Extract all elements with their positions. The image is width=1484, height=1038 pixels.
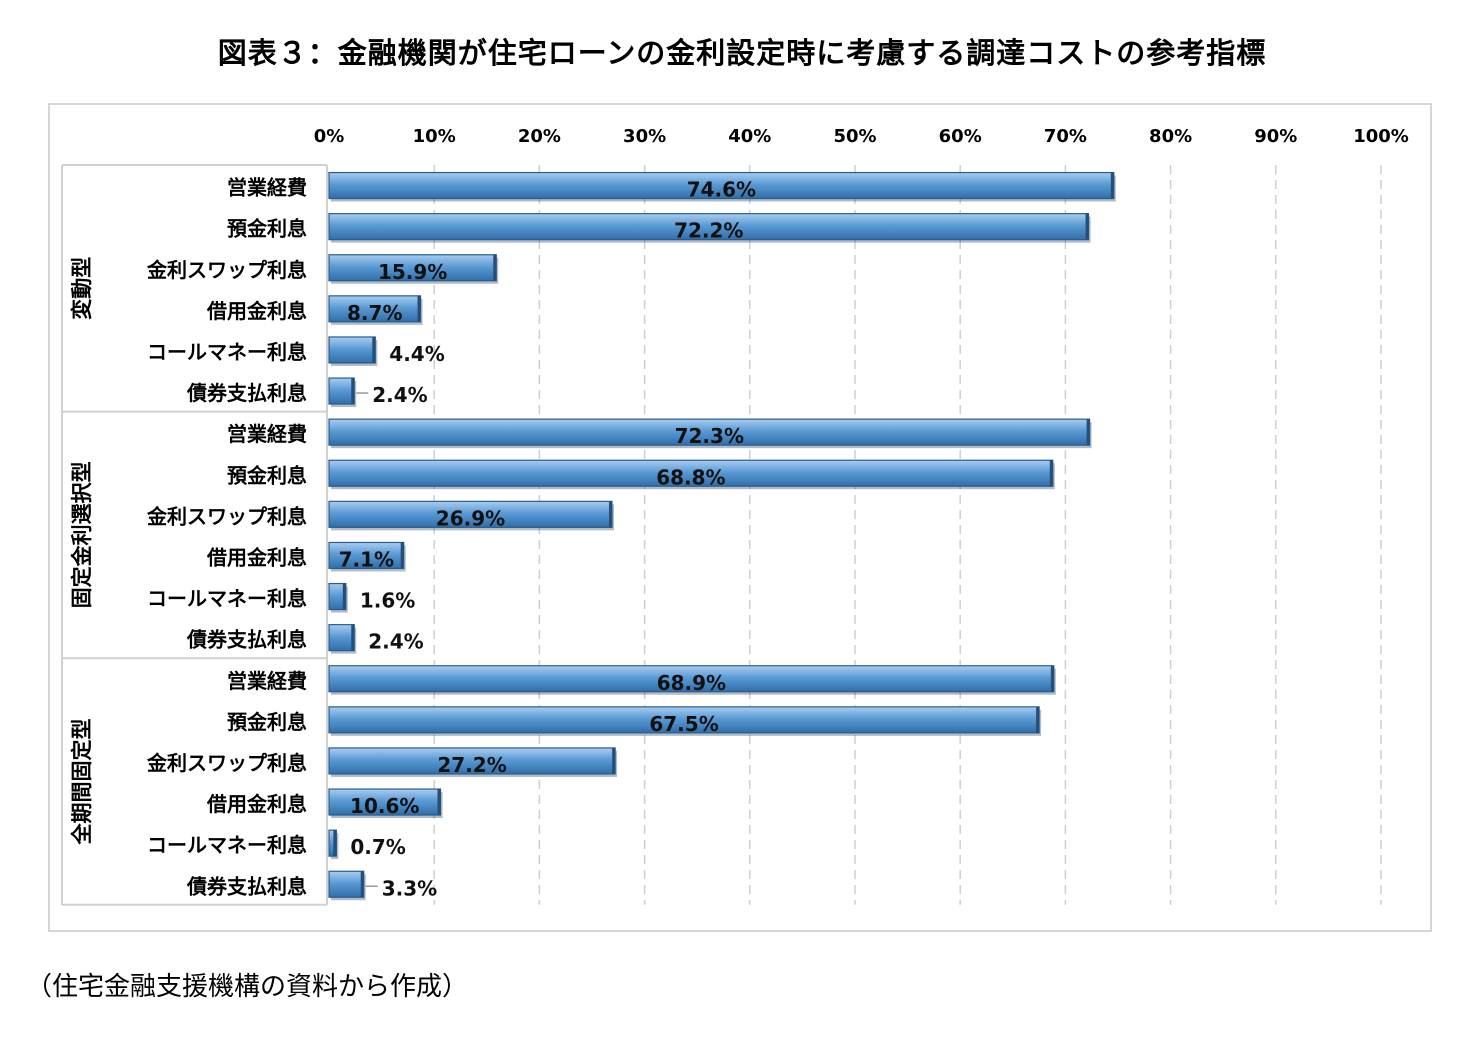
group-label: 変動型 xyxy=(70,257,94,320)
bar xyxy=(328,665,1055,693)
bar-end xyxy=(417,295,421,322)
category-label: 営業経費 xyxy=(227,176,307,200)
bar-end xyxy=(437,789,441,816)
bar-end xyxy=(493,254,497,281)
category-label: 預金利息 xyxy=(227,463,307,487)
bar-end xyxy=(342,583,346,610)
source-note: （住宅金融支援機構の資料から作成） xyxy=(26,972,469,1002)
category-label: 借用金利息 xyxy=(206,299,307,323)
bar xyxy=(328,377,355,405)
x-tick-label: 90% xyxy=(1254,126,1297,147)
group-label: 全期間固定型 xyxy=(70,719,94,846)
chart-title: 図表３：金融機関が住宅ローンの金利設定時に考慮する調達コストの参考指標 xyxy=(217,36,1267,70)
data-label: 68.8% xyxy=(656,465,725,489)
data-label: 72.2% xyxy=(674,219,743,243)
bar xyxy=(328,788,442,816)
bar xyxy=(328,706,1040,734)
bar-end xyxy=(351,624,355,651)
bar-chart: 0% 10% 20% 30% 40% 50% 60% 70% 80% 90% 100% 変動型営業経… xyxy=(61,126,1409,906)
data-label: 1.6% xyxy=(360,589,415,613)
bar-end xyxy=(1110,172,1114,199)
bar-end xyxy=(612,747,616,774)
bar-end xyxy=(1049,460,1053,487)
data-label: 74.6% xyxy=(687,178,756,202)
x-tick-label: 60% xyxy=(939,126,982,147)
data-label: 4.4% xyxy=(389,342,444,366)
bar-end xyxy=(372,336,376,363)
bar xyxy=(328,254,497,282)
data-label: 8.7% xyxy=(347,301,402,325)
x-tick-label: 40% xyxy=(728,126,771,147)
bar-end xyxy=(351,378,355,405)
bar-end xyxy=(400,542,404,569)
category-label: 預金利息 xyxy=(227,710,307,734)
category-label: 債券支払利息 xyxy=(186,381,307,405)
bar-end xyxy=(1050,665,1054,692)
bar-end xyxy=(1086,419,1090,446)
bar xyxy=(328,295,422,323)
bar xyxy=(328,171,1115,200)
data-label: 67.5% xyxy=(649,712,718,736)
data-label: 7.1% xyxy=(339,547,394,571)
category-label: 金利スワップ利息 xyxy=(146,258,307,282)
category-label: 借用金利息 xyxy=(206,545,307,569)
category-label: 借用金利息 xyxy=(206,792,307,816)
category-label: 債券支払利息 xyxy=(186,874,307,898)
category-label: 営業経費 xyxy=(227,669,307,693)
bar-end xyxy=(1085,213,1089,240)
bar xyxy=(328,418,1091,446)
bar xyxy=(328,336,376,364)
category-label: 債券支払利息 xyxy=(186,628,307,652)
bar xyxy=(328,870,365,898)
data-label: 0.7% xyxy=(350,835,405,859)
bar-end xyxy=(333,830,337,857)
x-tick-label: 100% xyxy=(1353,126,1409,147)
data-label: 26.9% xyxy=(436,506,505,530)
bar-end xyxy=(608,501,612,528)
data-label: 15.9% xyxy=(378,260,447,284)
x-tick-label: 0% xyxy=(314,126,345,147)
bar-end xyxy=(1036,706,1040,733)
chart-area: 0% 10% 20% 30% 40% 50% 60% 70% 80% 90% 100% 変動型 営業経… xyxy=(48,103,1432,932)
data-label: 3.3% xyxy=(382,876,437,900)
category-label: 金利スワップ利息 xyxy=(146,504,307,528)
data-label: 2.4% xyxy=(368,630,423,654)
bar xyxy=(328,747,616,775)
data-label: 2.4% xyxy=(372,383,427,407)
group-label: 固定金利選択型 xyxy=(70,461,94,608)
data-label: 27.2% xyxy=(437,753,506,777)
x-tick-label: 30% xyxy=(623,126,666,147)
x-tick-label: 20% xyxy=(518,126,561,147)
bar-end xyxy=(360,871,364,898)
x-tick-label: 50% xyxy=(833,126,876,147)
x-tick-label: 10% xyxy=(413,126,456,147)
bar xyxy=(328,213,1090,241)
category-label: 預金利息 xyxy=(227,217,307,241)
x-tick-label: 70% xyxy=(1044,126,1087,147)
category-label: 金利スワップ利息 xyxy=(146,751,307,775)
category-label: コールマネー利息 xyxy=(147,833,307,857)
data-label: 10.6% xyxy=(350,794,419,818)
x-tick-label: 80% xyxy=(1149,126,1192,147)
bar xyxy=(328,624,355,652)
data-label: 72.3% xyxy=(675,424,744,448)
bar xyxy=(328,541,405,570)
category-label: コールマネー利息 xyxy=(147,587,307,611)
bar xyxy=(328,500,613,528)
category-label: コールマネー利息 xyxy=(147,340,307,364)
bar xyxy=(328,459,1054,487)
category-label: 営業経費 xyxy=(227,422,307,446)
data-label: 68.9% xyxy=(657,671,726,695)
